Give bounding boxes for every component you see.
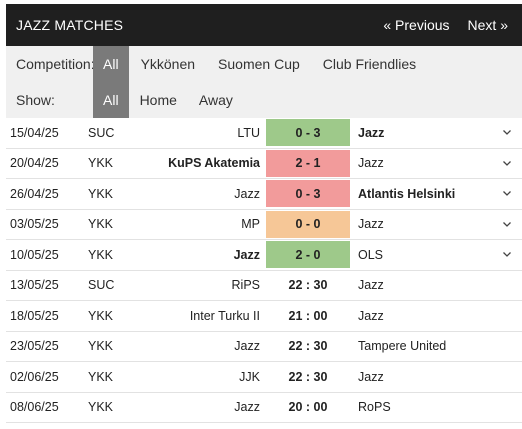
kickoff-time[interactable]: 21 : 00 [288, 308, 328, 323]
kickoff-time[interactable]: 20 : 00 [288, 400, 328, 415]
match-row[interactable]: 15/04/25 SUC LTU 0 - 3 Jazz [6, 118, 522, 149]
home-team[interactable]: Jazz [234, 400, 260, 415]
away-team[interactable]: Jazz [358, 156, 384, 171]
match-competition: SUC [88, 125, 115, 140]
home-team[interactable]: MP [241, 217, 260, 232]
kickoff-time[interactable]: 22 : 30 [288, 278, 328, 293]
away-team[interactable]: Jazz [358, 278, 384, 293]
match-row: 13/05/25 SUC RiPS 22 : 30 Jazz [6, 271, 522, 301]
match-competition: YKK [88, 308, 114, 323]
chevron-down-icon[interactable] [502, 188, 512, 198]
match-date: 15/04/25 [10, 125, 59, 140]
match-row: 02/06/25 YKK JJK 22 : 30 Jazz [6, 362, 522, 393]
match-competition: YKK [88, 400, 114, 415]
match-date: 23/05/25 [10, 339, 59, 354]
home-team[interactable]: KuPS Akatemia [168, 156, 260, 171]
show-filter: Show: All Home Away [6, 82, 522, 118]
away-team[interactable]: Atlantis Helsinki [358, 186, 456, 201]
previous-link[interactable]: « Previous [383, 17, 450, 33]
home-team[interactable]: Jazz [233, 247, 260, 262]
competition-option-suomen-cup[interactable]: Suomen Cup [218, 56, 300, 72]
kickoff-time[interactable]: 22 : 30 [288, 339, 328, 354]
match-score[interactable]: 2 - 0 [266, 241, 350, 269]
home-team[interactable]: RiPS [231, 278, 260, 293]
match-score[interactable]: 0 - 3 [266, 180, 350, 208]
home-team[interactable]: LTU [237, 125, 260, 140]
match-score[interactable]: 0 - 0 [266, 210, 350, 238]
match-row: 23/05/25 YKK Jazz 22 : 30 Tampere United [6, 332, 522, 362]
match-date: 08/06/25 [10, 400, 59, 415]
match-date: 18/05/25 [10, 308, 59, 323]
match-date: 13/05/25 [10, 278, 59, 293]
competition-filter: Competition: All Ykkönen Suomen Cup Club… [6, 46, 522, 82]
competition-label: Competition: [16, 56, 95, 72]
away-team[interactable]: OLS [358, 247, 384, 262]
show-option-home[interactable]: Home [139, 92, 177, 108]
next-link[interactable]: Next » [467, 17, 508, 33]
matches-header: JAZZ MATCHES « Previous Next » [6, 4, 522, 46]
show-label: Show: [16, 92, 55, 108]
match-score[interactable]: 2 - 1 [266, 149, 350, 177]
match-competition: YKK [88, 186, 114, 201]
chevron-down-icon[interactable] [502, 158, 512, 168]
chevron-down-icon[interactable] [502, 219, 512, 229]
show-option-away[interactable]: Away [198, 92, 233, 108]
match-row: 18/05/25 YKK Inter Turku II 21 : 00 Jazz [6, 301, 522, 332]
match-date: 10/05/25 [10, 247, 59, 262]
home-team[interactable]: Jazz [234, 186, 260, 201]
away-team[interactable]: Jazz [358, 217, 384, 232]
match-competition: YKK [88, 217, 114, 232]
pagination-nav: « Previous Next » [383, 17, 522, 33]
match-date: 02/06/25 [10, 369, 59, 384]
match-row[interactable]: 20/04/25 YKK KuPS Akatemia 2 - 1 Jazz [6, 149, 522, 179]
competition-option-all[interactable]: All [93, 46, 129, 82]
away-team[interactable]: Jazz [358, 308, 384, 323]
match-competition: YKK [88, 247, 114, 262]
home-team[interactable]: Inter Turku II [189, 308, 260, 323]
match-competition: YKK [88, 156, 114, 171]
match-date: 03/05/25 [10, 217, 59, 232]
matches-list: 15/04/25 SUC LTU 0 - 3 Jazz 20/04/25 YKK KuPS A… [6, 118, 522, 423]
chevron-down-icon[interactable] [502, 249, 512, 259]
match-row: 08/06/25 YKK Jazz 20 : 00 RoPS [6, 393, 522, 423]
match-date: 26/04/25 [10, 186, 59, 201]
match-row[interactable]: 10/05/25 YKK Jazz 2 - 0 OLS [6, 240, 522, 271]
match-row[interactable]: 26/04/25 YKK Jazz 0 - 3 Atlantis Helsinki [6, 179, 522, 210]
match-row[interactable]: 03/05/25 YKK MP 0 - 0 Jazz [6, 210, 522, 240]
competition-option-ykkonen[interactable]: Ykkönen [140, 56, 196, 72]
competition-option-club-friendlies[interactable]: Club Friendlies [322, 56, 417, 72]
away-team[interactable]: Jazz [358, 369, 384, 384]
match-score[interactable]: 0 - 3 [266, 119, 350, 147]
page-title: JAZZ MATCHES [16, 17, 124, 33]
match-competition: SUC [88, 278, 115, 293]
away-team[interactable]: Tampere United [358, 339, 447, 354]
home-team[interactable]: Jazz [234, 339, 260, 354]
match-competition: YKK [88, 339, 114, 354]
kickoff-time[interactable]: 22 : 30 [288, 369, 328, 384]
away-team[interactable]: Jazz [358, 125, 385, 140]
match-competition: YKK [88, 369, 114, 384]
away-team[interactable]: RoPS [358, 400, 391, 415]
match-date: 20/04/25 [10, 156, 59, 171]
home-team[interactable]: JJK [239, 369, 260, 384]
show-option-all[interactable]: All [93, 82, 129, 118]
chevron-down-icon[interactable] [502, 127, 512, 137]
